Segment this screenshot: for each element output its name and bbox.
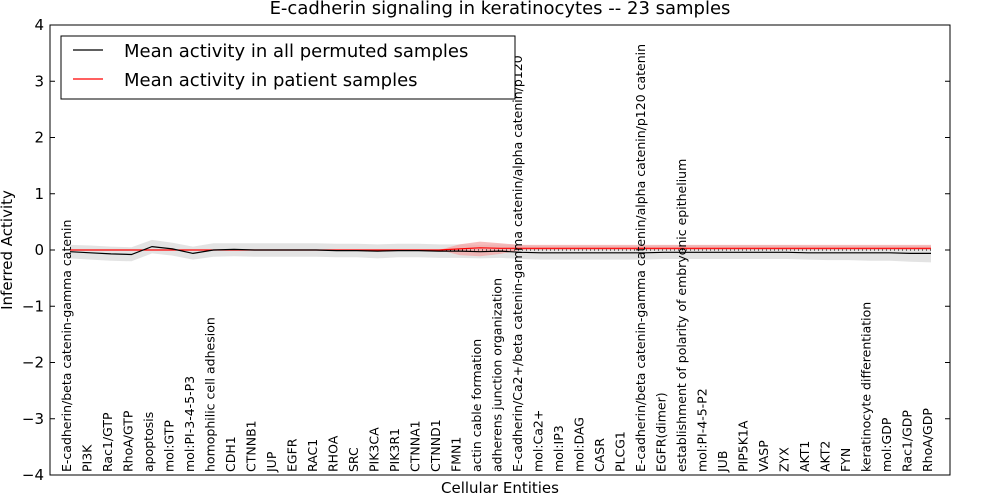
entity-label: CTNND1 — [428, 419, 443, 472]
y-tick-label: 2 — [34, 129, 44, 147]
entity-label: VASP — [756, 440, 771, 472]
entity-label: Rac1/GDP — [900, 410, 915, 472]
y-tick-label: 4 — [34, 16, 44, 34]
entity-label: CTNNB1 — [244, 420, 259, 472]
y-tick-label: −4 — [22, 466, 44, 484]
entity-label: adherens junction organization — [490, 278, 505, 472]
entity-label: AKT1 — [797, 441, 812, 472]
entity-label: EGFR(dimer) — [654, 392, 669, 472]
entity-label: CDH1 — [223, 436, 238, 472]
entity-label: apoptosis — [141, 412, 156, 472]
entity-label: PIP5K1A — [736, 420, 751, 472]
entity-label: JUP — [264, 451, 279, 473]
x-axis-title: Cellular Entities — [441, 479, 559, 497]
entity-label: actin cable formation — [469, 339, 484, 472]
entity-label: RHOA — [326, 435, 341, 472]
entity-label: CASR — [592, 438, 607, 472]
y-tick-label: 3 — [34, 72, 44, 90]
chart-title: E-cadherin signaling in keratinocytes --… — [270, 0, 731, 19]
entity-label: FMN1 — [449, 437, 464, 472]
entity-label: ZYX — [777, 447, 792, 472]
entity-label: PIK3R1 — [387, 428, 402, 472]
entity-label: Rac1/GTP — [100, 412, 115, 472]
y-tick-label: 0 — [34, 241, 44, 259]
entity-label: PI3K — [80, 444, 95, 472]
entity-label: E-cadherin/Ca2+/beta catenin-gamma caten… — [510, 55, 525, 472]
entity-label: AKT2 — [818, 441, 833, 472]
legend-label-patient: Mean activity in patient samples — [124, 70, 418, 91]
entity-label: RAC1 — [305, 439, 320, 472]
entity-label: mol:GDP — [879, 417, 894, 472]
entity-label: E-cadherin/beta catenin-gamma catenin/al… — [633, 44, 648, 472]
y-tick-label: 1 — [34, 185, 44, 203]
entity-label: keratinocyte differentiation — [859, 302, 874, 472]
entity-label: FYN — [838, 448, 853, 472]
entity-label: establishment of polarity of embryonic e… — [674, 159, 689, 472]
entity-label: SRC — [346, 447, 361, 472]
legend: Mean activity in all permuted samples Me… — [60, 35, 516, 100]
y-tick-label: −1 — [22, 297, 44, 315]
entity-label: RhoA/GTP — [121, 410, 136, 472]
entity-label: mol:PI-4-5-P2 — [695, 388, 710, 472]
entity-label: JUB — [715, 451, 730, 473]
y-tick-label: −3 — [22, 410, 44, 428]
entity-label: EGFR — [285, 438, 300, 472]
entity-label: E-cadherin/beta catenin-gamma catenin — [59, 220, 74, 472]
entity-label: homophilic cell adhesion — [203, 317, 218, 472]
entity-label: RhoA/GDP — [920, 408, 935, 472]
entity-label: mol:DAG — [572, 417, 587, 472]
entity-label: mol:GTP — [162, 420, 177, 472]
entity-label: mol:IP3 — [551, 425, 566, 472]
series-lines — [69, 245, 931, 256]
entity-labels: E-cadherin/beta catenin-gamma catenin PI3… — [59, 44, 935, 473]
entity-label: PLCG1 — [613, 431, 628, 472]
entity-label: mol:PI-3-4-5-P3 — [182, 376, 197, 472]
entity-label: mol:Ca2+ — [531, 410, 546, 472]
legend-label-permuted: Mean activity in all permuted samples — [124, 41, 468, 62]
entity-label: PIK3CA — [367, 427, 382, 472]
y-axis: −4 −3 −2 −1 0 1 2 3 4 — [22, 16, 950, 484]
series-line-permuted — [69, 245, 931, 256]
legend-box — [60, 35, 516, 100]
entity-label: CTNNA1 — [408, 420, 423, 472]
y-axis-title: Inferred Activity — [0, 190, 16, 310]
y-tick-label: −2 — [22, 354, 44, 372]
